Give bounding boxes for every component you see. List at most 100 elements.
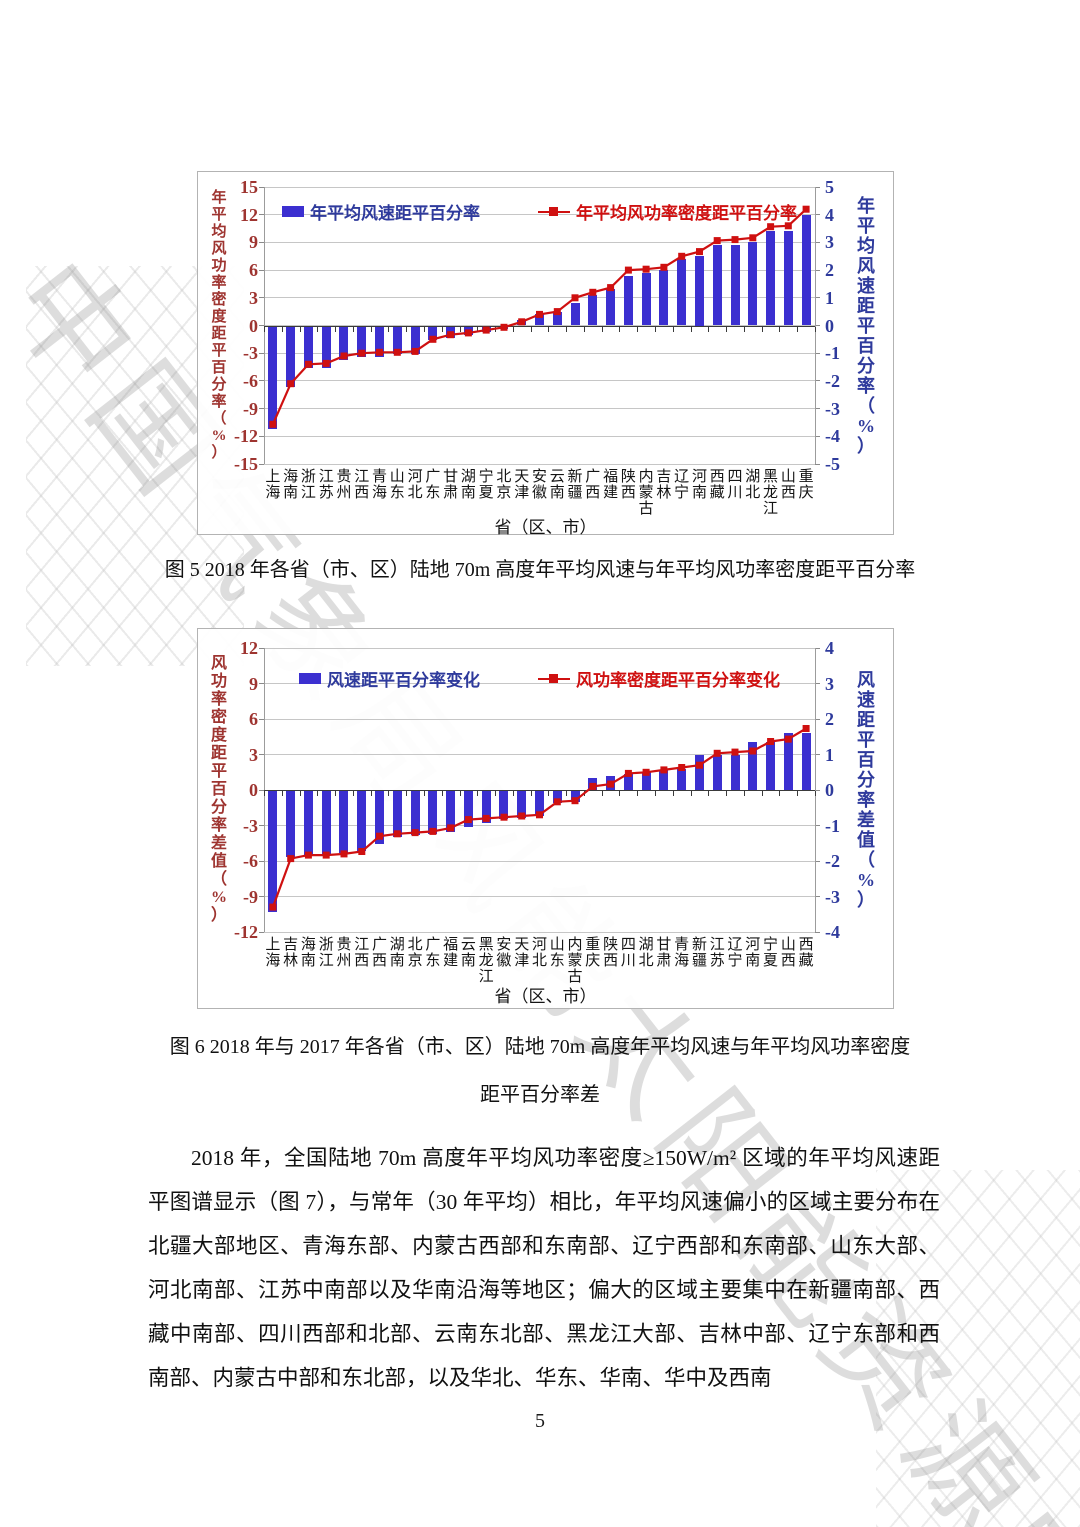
line-marker — [660, 766, 668, 774]
category-tick — [370, 326, 372, 332]
x-category-label: 湖 北 — [638, 937, 654, 969]
category-tick — [388, 326, 390, 332]
watermark-lattice-bottom-right — [876, 1170, 1080, 1527]
x-category-label: 山 西 — [780, 937, 796, 969]
bar — [375, 326, 385, 357]
x-category-label: 河 北 — [407, 469, 423, 501]
right-axis-tick — [815, 896, 820, 897]
x-category-label: 北 京 — [496, 469, 512, 501]
x-category-label: 安 徽 — [531, 469, 547, 501]
x-category-label: 云 南 — [549, 469, 565, 501]
x-category-label: 云 南 — [460, 937, 476, 969]
category-tick — [566, 326, 568, 332]
right-axis-tick — [815, 789, 820, 791]
x-category-label: 青 海 — [674, 937, 690, 969]
bar — [623, 275, 633, 326]
line-marker — [749, 747, 757, 755]
x-category-label: 浙 江 — [318, 937, 334, 969]
x-category-label: 四 川 — [620, 937, 636, 969]
left-axis-tick-label: 12 — [240, 638, 258, 658]
bar — [481, 791, 491, 823]
category-tick — [512, 791, 514, 796]
right-axis-line — [815, 648, 816, 932]
x-category-label: 陕 西 — [603, 937, 619, 969]
category-tick — [335, 791, 337, 796]
right-axis-tick — [815, 186, 820, 188]
line-marker — [696, 761, 703, 769]
bar — [303, 326, 313, 369]
bar-series-swatch-icon — [282, 206, 304, 217]
left-axis-tick-label: 3 — [249, 287, 258, 308]
x-category-label: 江 苏 — [709, 937, 725, 969]
bar — [766, 231, 776, 326]
figure5-chart: -15 -12 -9 -6 -3 0 3 6 9 12 15 -5 -4 -3 -2 -1 0 1 2 3 4 5 年平均风… — [197, 171, 894, 537]
line-marker — [411, 347, 419, 355]
bar — [517, 791, 527, 818]
category-tick — [264, 791, 265, 796]
category-tick — [690, 326, 692, 332]
right-axis-tick — [815, 352, 820, 354]
left-axis-tick-label: -3 — [243, 815, 258, 836]
line-marker — [749, 234, 757, 242]
grid-line — [264, 269, 815, 271]
line-marker — [500, 813, 508, 821]
x-category-label: 辽 宁 — [674, 469, 690, 501]
bar — [570, 303, 580, 326]
category-tick — [708, 791, 710, 796]
line-marker — [696, 248, 703, 256]
x-category-label: 吉 林 — [656, 469, 672, 501]
line-marker — [482, 814, 490, 822]
x-category-label: 黑 龙 江 — [478, 937, 494, 985]
category-tick — [512, 326, 514, 332]
zero-axis-line — [264, 325, 815, 327]
category-tick — [459, 326, 461, 332]
category-tick — [406, 326, 408, 332]
category-tick — [619, 791, 621, 796]
x-category-label: 内 蒙 古 — [567, 937, 583, 985]
right-axis-tick — [815, 754, 820, 755]
left-axis-tick — [259, 325, 264, 326]
body-paragraph: 2018 年，全国陆地 70m 高度年平均风功率密度≥150W/m² 区域的年平… — [148, 1146, 940, 1390]
x-axis-title: 省（区、市） — [494, 518, 597, 537]
category-tick — [352, 791, 354, 796]
line-marker — [322, 359, 330, 367]
right-axis-title: 年 平 均 风 速 距 平 百 分 率 （ % ） — [857, 195, 875, 456]
line-marker — [287, 855, 295, 863]
line-marker — [589, 782, 597, 790]
category-tick — [815, 791, 816, 796]
x-axis-title: 省（区、市） — [494, 987, 597, 1006]
bar — [392, 791, 402, 838]
grid-line — [264, 931, 815, 933]
category-tick — [530, 791, 532, 796]
category-tick — [797, 791, 799, 796]
x-category-label: 新 疆 — [691, 937, 707, 969]
category-tick — [388, 791, 390, 796]
right-axis-tick — [815, 269, 820, 271]
line-marker — [607, 284, 615, 292]
x-category-label: 安 徽 — [496, 937, 512, 969]
x-category-label: 广 东 — [425, 469, 441, 501]
left-axis-tick-label: 0 — [249, 315, 258, 336]
line-marker — [607, 780, 615, 788]
bar — [659, 770, 669, 790]
left-axis-tick-label: 0 — [249, 780, 258, 800]
figure6-caption-line2: 距平百分率差 — [480, 1084, 600, 1106]
category-tick — [601, 791, 603, 796]
category-tick — [672, 791, 674, 796]
right-axis-tick-label: 3 — [825, 673, 834, 694]
left-axis-tick-label: 3 — [249, 744, 258, 765]
line-marker — [713, 749, 721, 757]
bar — [730, 245, 740, 326]
line-marker — [767, 223, 775, 231]
x-category-label: 山 东 — [549, 937, 565, 969]
x-category-label: 广 西 — [372, 937, 388, 969]
bar — [712, 754, 722, 790]
bar — [499, 791, 509, 820]
bar — [268, 326, 278, 429]
x-category-label: 上 海 — [265, 937, 281, 969]
x-category-label: 天 津 — [514, 469, 530, 501]
category-tick — [726, 326, 728, 332]
line-marker — [304, 851, 312, 859]
left-axis-tick-label: -6 — [243, 370, 258, 391]
